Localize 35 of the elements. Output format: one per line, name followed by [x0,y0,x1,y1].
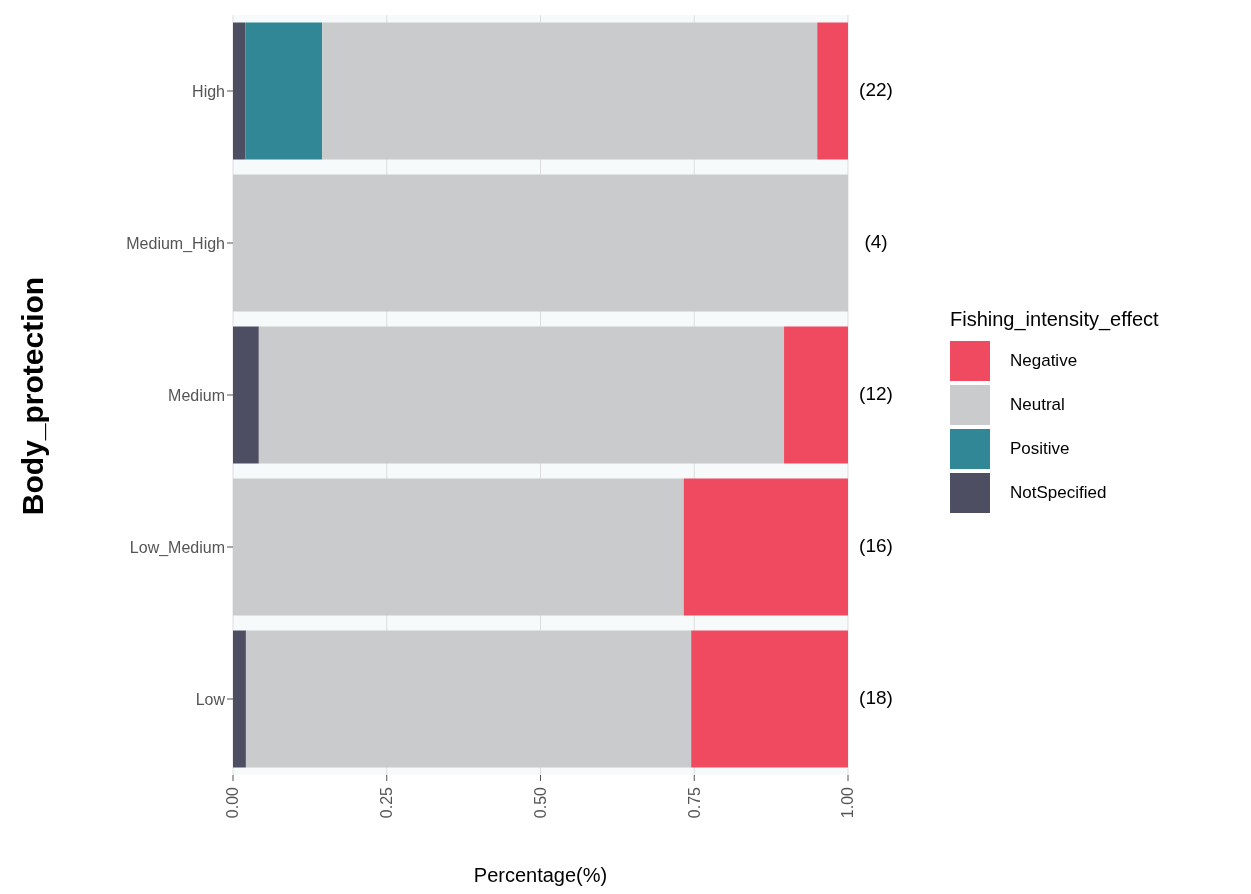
bar [245,630,692,768]
bar [245,22,323,160]
text: (4) [863,231,889,253]
bar [233,22,246,160]
legend-label: NotSpecified [1010,483,1107,503]
bar [817,22,848,160]
bar [691,630,848,768]
x-tick-label: 0.75 [685,786,703,819]
text: (12) [858,383,894,405]
legend-title: Fishing_intensity_effect [950,308,1159,331]
bar [784,326,848,464]
x-tick-label: 0.00 [224,786,242,819]
legend-label: Negative [1010,351,1078,371]
bar [258,326,785,464]
bar [683,478,848,616]
y-tick-label: Medium [168,386,225,404]
x-axis-title: Percentage(%) [472,864,609,887]
bar [233,326,259,464]
x-tick-label: 0.25 [378,786,396,819]
bar [233,174,848,312]
legend-label: Positive [1010,439,1070,459]
y-tick-label: Low_Medium [129,538,225,557]
x-tick-label: 1.00 [839,786,857,819]
text: (22) [858,79,894,101]
y-tick-label: Medium_High [126,234,225,253]
y-tick-label: High [192,82,225,100]
bar [322,22,818,160]
y-axis-title: Body_protection [16,276,50,515]
x-tick-label: 0.50 [531,786,549,819]
legend-label: Neutral [1010,395,1065,415]
bar [233,478,684,616]
y-tick-label: Low [195,690,226,708]
bar [233,630,246,768]
text: (18) [858,687,894,709]
text: (16) [858,535,894,557]
